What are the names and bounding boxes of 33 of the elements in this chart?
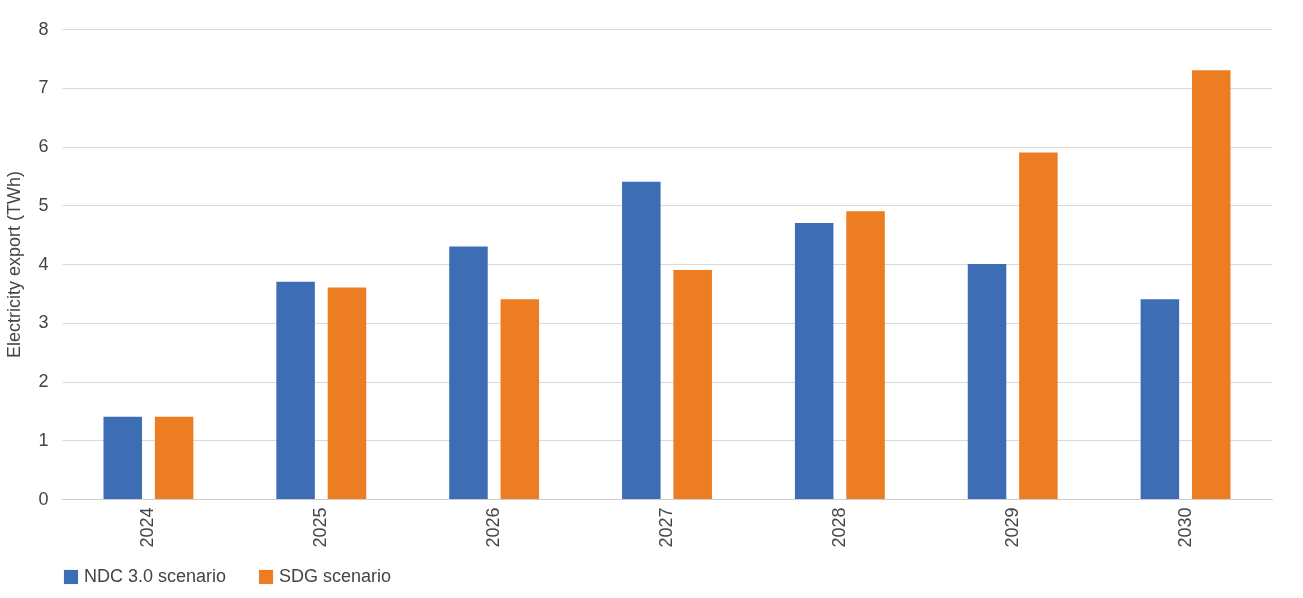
x-tick-label: 2027 bbox=[656, 507, 676, 548]
bar bbox=[1140, 299, 1180, 499]
bar bbox=[967, 264, 1007, 499]
bar bbox=[154, 416, 194, 499]
bar bbox=[846, 211, 885, 499]
bar bbox=[1191, 70, 1231, 499]
bar bbox=[673, 269, 712, 499]
y-tick-label: 0 bbox=[38, 488, 49, 509]
x-tick-label: 2030 bbox=[1174, 507, 1195, 548]
y-tick-label: 6 bbox=[38, 136, 49, 156]
y-tick-label: 8 bbox=[38, 18, 49, 39]
y-tick-label: 5 bbox=[38, 194, 49, 215]
y-tick-label: 2 bbox=[38, 371, 49, 391]
bar bbox=[622, 181, 661, 499]
x-tick-label: 2028 bbox=[828, 507, 849, 548]
legend-label: NDC 3.0 scenario bbox=[84, 566, 227, 586]
bar bbox=[276, 281, 315, 499]
y-tick-label: 1 bbox=[38, 429, 49, 450]
y-axis-title: Electricity export (TWh) bbox=[4, 170, 25, 359]
bar bbox=[794, 222, 834, 499]
x-tick-label: 2029 bbox=[1001, 507, 1022, 548]
bar bbox=[449, 246, 488, 499]
legend-label: SDG scenario bbox=[279, 566, 392, 586]
y-tick-label: 3 bbox=[38, 312, 49, 333]
x-tick-label: 2025 bbox=[310, 507, 331, 548]
y-tick-label: 4 bbox=[38, 253, 49, 274]
y-tick-label: 7 bbox=[38, 77, 49, 98]
x-tick-label: 2024 bbox=[137, 507, 158, 548]
x-tick-label: 2026 bbox=[483, 507, 504, 548]
bar bbox=[103, 416, 143, 499]
bar bbox=[500, 299, 540, 499]
bar bbox=[327, 287, 367, 499]
bar bbox=[1019, 152, 1058, 499]
